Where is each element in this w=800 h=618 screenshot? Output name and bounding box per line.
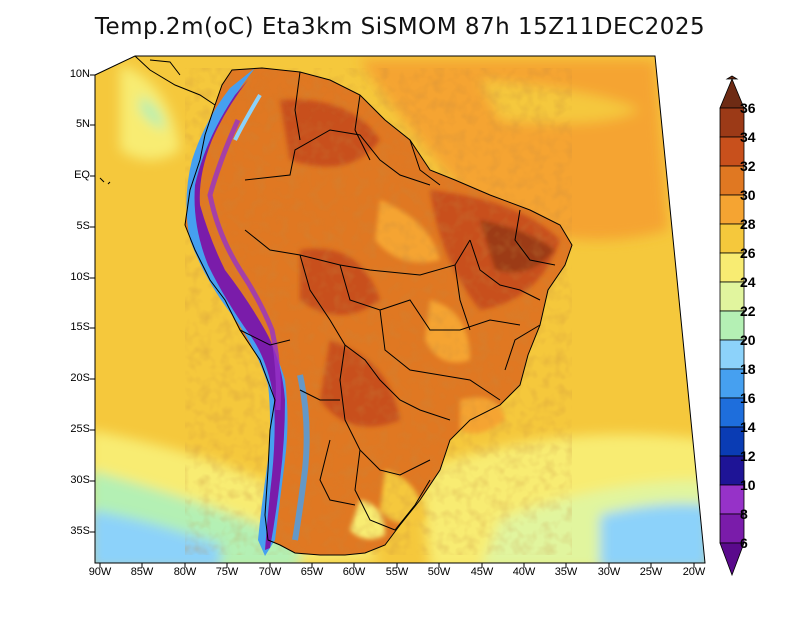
colorbar xyxy=(719,75,745,577)
colorbar-label: 12 xyxy=(740,448,756,464)
andes-coldest-band xyxy=(194,80,285,550)
y-tick-label: 15S xyxy=(70,321,90,333)
x-tick-label: 45W xyxy=(470,566,494,578)
y-tick-label: 5S xyxy=(76,220,90,232)
colorbar-label: 34 xyxy=(740,129,756,145)
colorbar-label: 18 xyxy=(740,361,756,377)
colorbar-label: 30 xyxy=(740,187,756,203)
colorbar-label: 16 xyxy=(740,390,756,406)
map-frame xyxy=(94,55,706,564)
colorbar-label: 14 xyxy=(740,419,756,435)
colorbar-label: 10 xyxy=(740,477,756,493)
colorbar-label: 36 xyxy=(740,100,756,116)
y-axis-ticks xyxy=(90,74,95,533)
x-tick-label: 75W xyxy=(215,566,239,578)
temperature-field xyxy=(95,56,705,563)
colorbar-label: 32 xyxy=(740,158,756,174)
x-tick-label: 40W xyxy=(512,566,536,578)
x-tick-label: 50W xyxy=(427,566,451,578)
colorbar-label: 6 xyxy=(740,535,748,551)
y-tick-label: 30S xyxy=(70,474,90,486)
map-title: Temp.2m(oC) Eta3km SiSMOM 87h 15Z11DEC20… xyxy=(94,14,706,40)
y-tick-label: 20S xyxy=(70,372,90,384)
x-tick-label: 35W xyxy=(554,566,578,578)
y-tick-label: 10S xyxy=(70,271,90,283)
y-tick-label: 5N xyxy=(75,118,90,130)
x-tick-label: 80W xyxy=(173,566,197,578)
y-tick-label: 10N xyxy=(69,68,90,80)
colorbar-bottom-arrow xyxy=(719,542,745,577)
y-tick-label: 25S xyxy=(70,423,90,435)
country-boundaries xyxy=(184,67,573,556)
colorbar-label: 26 xyxy=(740,245,756,261)
colorbar-label: 20 xyxy=(740,332,756,348)
colorbar-label: 22 xyxy=(740,303,756,319)
x-axis-ticks xyxy=(99,563,695,568)
x-tick-label: 65W xyxy=(300,566,324,578)
colorbar-label: 28 xyxy=(740,216,756,232)
x-tick-label: 55W xyxy=(385,566,409,578)
x-tick-label: 85W xyxy=(130,566,154,578)
colorbar-label: 24 xyxy=(740,274,756,290)
x-tick-label: 30W xyxy=(597,566,621,578)
x-tick-label: 70W xyxy=(258,566,282,578)
x-tick-label: 60W xyxy=(342,566,366,578)
y-tick-label: EQ xyxy=(74,169,90,181)
y-tick-label: 35S xyxy=(70,525,90,537)
colorbar-label: 8 xyxy=(740,506,748,522)
x-tick-label: 25W xyxy=(639,566,663,578)
x-tick-label: 90W xyxy=(88,566,112,578)
x-tick-label: 20W xyxy=(682,566,706,578)
